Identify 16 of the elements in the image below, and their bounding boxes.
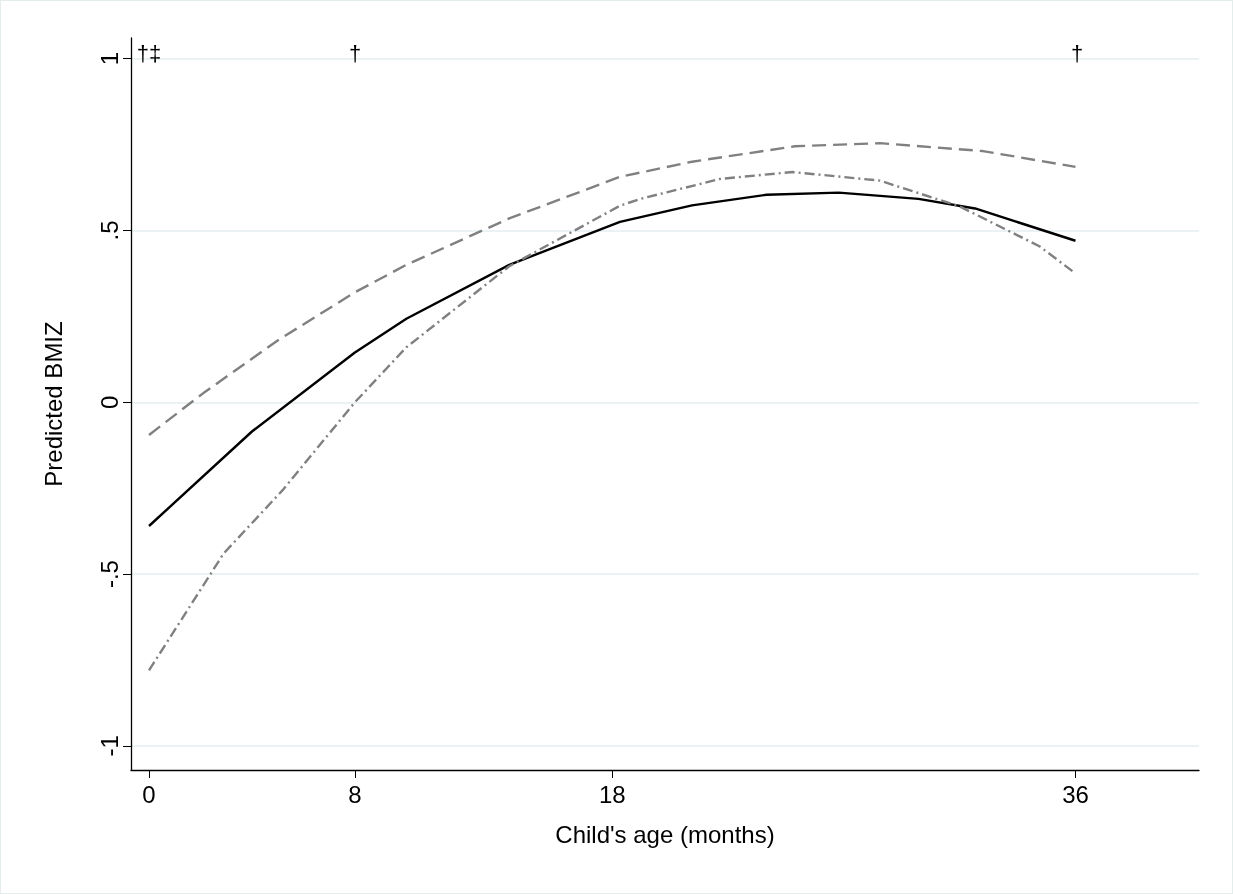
x-tick-label: 36	[1062, 780, 1089, 808]
y-axis-title: Predicted BMIZ	[39, 321, 67, 487]
line-series	[147, 141, 1077, 437]
x-tick-label: 0	[142, 780, 156, 808]
x-tick-label: 18	[598, 780, 626, 808]
annotation: †	[1070, 40, 1084, 66]
y-tick-label: -1	[95, 735, 123, 757]
line-series	[147, 191, 1077, 528]
y-tick-label: .5	[95, 220, 123, 241]
x-axis-title: Child's age (months)	[555, 820, 775, 848]
x-tick-label: 8	[348, 780, 362, 808]
y-tick-label: -.5	[95, 560, 123, 589]
y-tick-label: 1	[95, 51, 123, 66]
y-tick-label: 0	[95, 395, 123, 409]
annotation: †	[348, 40, 362, 66]
annotation: †‡	[136, 40, 162, 66]
